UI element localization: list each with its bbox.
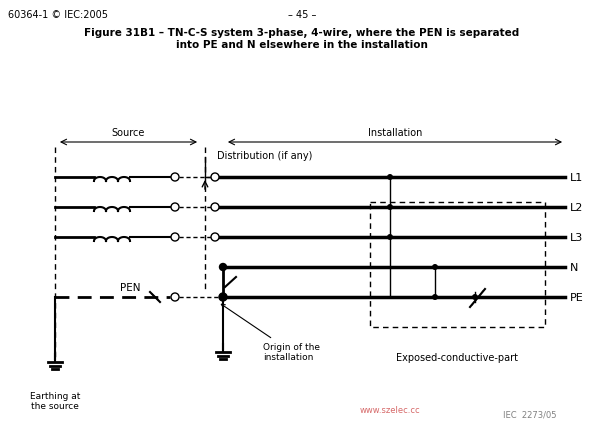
Text: Distribution (if any): Distribution (if any) [217,151,312,161]
Text: PEN: PEN [120,283,140,293]
Circle shape [171,233,179,241]
Text: Earthing at
the source: Earthing at the source [30,391,80,411]
Circle shape [387,174,393,181]
Circle shape [432,294,438,300]
Text: Figure 31B1 – TN-C-S system 3-phase, 4-wire, where the PEN is separated: Figure 31B1 – TN-C-S system 3-phase, 4-w… [85,28,519,38]
Text: L1: L1 [570,173,583,183]
Text: – 45 –: – 45 – [288,10,316,20]
Circle shape [387,204,393,210]
Circle shape [211,204,219,211]
Circle shape [171,174,179,181]
Text: www.szelec.cc: www.szelec.cc [360,405,420,414]
Text: PE: PE [570,293,583,302]
Text: Exposed-conductive-part: Exposed-conductive-part [396,352,518,362]
Circle shape [211,233,219,241]
Text: 60364-1 © IEC:2005: 60364-1 © IEC:2005 [8,10,108,20]
Circle shape [211,174,219,181]
Circle shape [219,264,226,271]
Text: L2: L2 [570,203,583,213]
Text: Origin of the
installation: Origin of the installation [221,305,320,362]
Text: Source: Source [111,128,145,138]
Circle shape [387,234,393,240]
Text: L3: L3 [570,233,583,243]
Text: Installation: Installation [368,128,422,138]
Circle shape [472,294,478,300]
Text: into PE and N elsewhere in the installation: into PE and N elsewhere in the installat… [176,40,428,50]
Circle shape [219,293,227,301]
Circle shape [432,264,438,270]
Text: IEC  2273/05: IEC 2273/05 [503,410,557,419]
Text: N: N [570,263,579,273]
Circle shape [171,204,179,211]
Circle shape [171,293,179,301]
